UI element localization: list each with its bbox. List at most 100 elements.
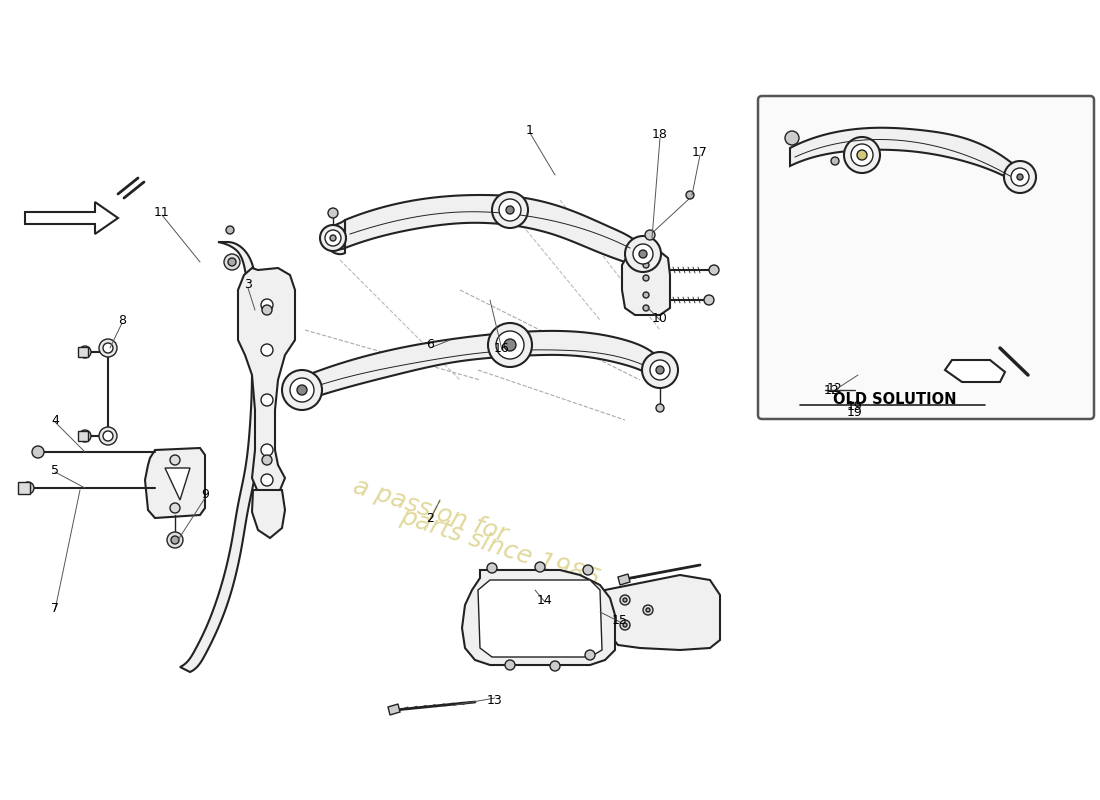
Circle shape (22, 482, 34, 494)
Text: 16: 16 (494, 342, 510, 354)
Circle shape (620, 595, 630, 605)
Text: 9: 9 (201, 489, 209, 502)
Circle shape (1011, 168, 1028, 186)
Circle shape (1018, 174, 1023, 180)
Circle shape (79, 430, 91, 442)
Text: OLD SOLUTION: OLD SOLUTION (834, 393, 957, 407)
Circle shape (167, 532, 183, 548)
Circle shape (623, 623, 627, 627)
Circle shape (487, 563, 497, 573)
Circle shape (623, 598, 627, 602)
Circle shape (506, 206, 514, 214)
Text: 19: 19 (847, 406, 862, 418)
Polygon shape (300, 331, 662, 402)
Polygon shape (180, 242, 262, 672)
Text: 14: 14 (537, 594, 553, 606)
Text: 6: 6 (426, 338, 433, 351)
Text: 18: 18 (652, 129, 668, 142)
Circle shape (844, 137, 880, 173)
Circle shape (851, 144, 873, 166)
Circle shape (170, 503, 180, 513)
Circle shape (262, 305, 272, 315)
Circle shape (99, 339, 117, 357)
Polygon shape (945, 360, 1005, 382)
Text: a passion for: a passion for (350, 474, 510, 546)
Circle shape (646, 608, 650, 612)
Circle shape (644, 605, 653, 615)
Circle shape (496, 331, 524, 359)
Circle shape (645, 230, 654, 240)
Circle shape (261, 394, 273, 406)
Circle shape (32, 446, 44, 458)
Text: 11: 11 (154, 206, 169, 218)
Circle shape (297, 385, 307, 395)
Circle shape (585, 650, 595, 660)
Circle shape (224, 254, 240, 270)
Polygon shape (25, 202, 118, 234)
FancyBboxPatch shape (758, 96, 1094, 419)
Circle shape (644, 305, 649, 311)
Circle shape (261, 474, 273, 486)
Circle shape (290, 378, 314, 402)
Circle shape (644, 292, 649, 298)
Circle shape (644, 262, 649, 268)
Polygon shape (78, 347, 88, 357)
Circle shape (261, 299, 273, 311)
Polygon shape (621, 250, 670, 315)
Polygon shape (324, 220, 345, 254)
Circle shape (170, 536, 179, 544)
Circle shape (505, 660, 515, 670)
Circle shape (320, 225, 346, 251)
Circle shape (857, 150, 867, 160)
Polygon shape (605, 575, 720, 650)
Text: 17: 17 (692, 146, 708, 158)
Circle shape (170, 455, 180, 465)
Circle shape (704, 295, 714, 305)
Circle shape (79, 346, 91, 358)
Text: 8: 8 (118, 314, 127, 326)
Circle shape (261, 344, 273, 356)
Text: 2: 2 (426, 511, 433, 525)
Text: 5: 5 (51, 463, 59, 477)
Text: 10: 10 (652, 311, 668, 325)
Polygon shape (388, 704, 400, 715)
Circle shape (550, 661, 560, 671)
Polygon shape (165, 468, 190, 500)
Polygon shape (478, 580, 602, 657)
Text: parts since 1985: parts since 1985 (397, 504, 603, 592)
Circle shape (1004, 161, 1036, 193)
Polygon shape (145, 448, 205, 518)
Circle shape (830, 157, 839, 165)
Circle shape (492, 192, 528, 228)
Text: 3: 3 (244, 278, 252, 291)
Circle shape (330, 235, 336, 241)
Text: 12: 12 (824, 383, 840, 397)
Circle shape (656, 366, 664, 374)
Circle shape (642, 352, 678, 388)
Circle shape (535, 562, 544, 572)
Circle shape (488, 323, 532, 367)
Text: 12: 12 (827, 382, 843, 394)
Circle shape (650, 360, 670, 380)
Circle shape (620, 620, 630, 630)
Circle shape (262, 455, 272, 465)
Polygon shape (790, 128, 1020, 185)
Circle shape (625, 236, 661, 272)
Text: 1: 1 (526, 123, 534, 137)
Polygon shape (18, 482, 30, 494)
Circle shape (644, 275, 649, 281)
Circle shape (499, 199, 521, 221)
Text: 4: 4 (51, 414, 59, 426)
Text: 7: 7 (51, 602, 59, 614)
Polygon shape (78, 431, 88, 441)
Circle shape (261, 444, 273, 456)
Circle shape (785, 131, 799, 145)
Circle shape (282, 370, 322, 410)
Circle shape (103, 431, 113, 441)
Text: 19: 19 (847, 401, 862, 414)
Circle shape (686, 191, 694, 199)
Text: 13: 13 (487, 694, 503, 706)
Polygon shape (345, 195, 645, 268)
Circle shape (583, 565, 593, 575)
Polygon shape (238, 268, 295, 498)
